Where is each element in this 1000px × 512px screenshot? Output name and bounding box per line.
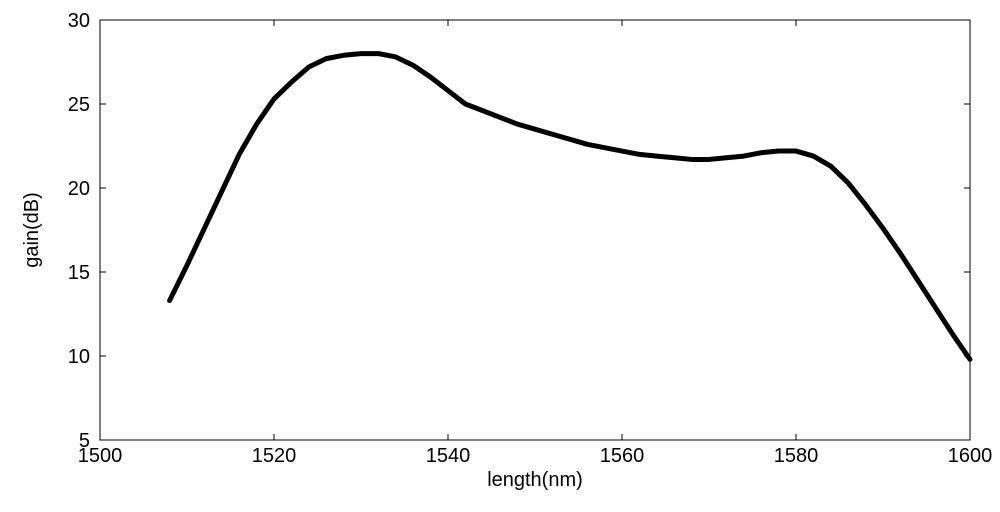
x-tick-label: 1600 [948, 445, 993, 467]
gain-vs-length-chart: 15001520154015601580160051015202530lengt… [0, 0, 1000, 512]
plot-box [100, 20, 970, 440]
chart-svg: 15001520154015601580160051015202530lengt… [0, 0, 1000, 512]
gain-curve [170, 54, 970, 360]
x-tick-label: 1560 [600, 445, 645, 467]
y-axis-label: gain(dB) [21, 192, 43, 268]
x-axis-label: length(nm) [487, 469, 583, 491]
y-tick-label: 5 [79, 430, 90, 452]
x-tick-label: 1580 [774, 445, 819, 467]
y-tick-label: 15 [68, 262, 90, 284]
y-tick-label: 20 [68, 178, 90, 200]
y-tick-label: 25 [68, 94, 90, 116]
x-tick-label: 1540 [426, 445, 471, 467]
x-tick-label: 1520 [252, 445, 297, 467]
y-tick-label: 30 [68, 10, 90, 32]
y-tick-label: 10 [68, 346, 90, 368]
